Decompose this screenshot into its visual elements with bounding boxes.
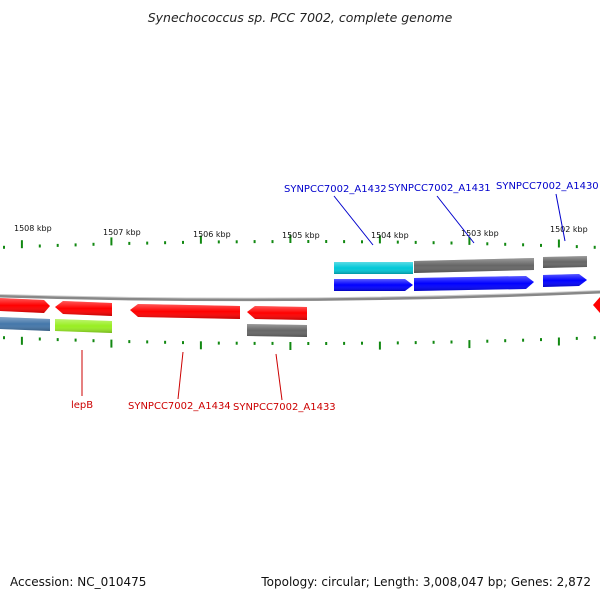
forward-features <box>334 256 587 291</box>
reverse-features <box>0 297 600 337</box>
scale-label-1505: 1505 kbp <box>282 231 320 240</box>
cds-right-edge[interactable] <box>593 297 600 313</box>
map-title: Synechococcus sp. PCC 7002, complete gen… <box>147 10 453 25</box>
outer-scale-ticks <box>3 235 596 249</box>
gene-label-lepb[interactable]: lepB <box>71 400 93 411</box>
inner-scale-ticks <box>3 336 596 350</box>
scale-label-1508: 1508 kbp <box>14 224 52 233</box>
scale-label-1507: 1507 kbp <box>103 228 141 237</box>
gene-label-a1433[interactable]: SYNPCC7002_A1433 <box>233 402 336 413</box>
genome-backbone <box>0 290 600 302</box>
scale-label-1504: 1504 kbp <box>371 231 409 240</box>
scale-label-1503: 1503 kbp <box>461 229 499 238</box>
accession-label: Accession: NC_010475 <box>10 575 147 589</box>
scale-label-1506: 1506 kbp <box>193 230 231 239</box>
gene-label-a1434[interactable]: SYNPCC7002_A1434 <box>128 401 231 412</box>
label-leader-lines <box>81 193 566 401</box>
scale-label-1502: 1502 kbp <box>550 225 588 234</box>
gene-label-a1432[interactable]: SYNPCC7002_A1432 <box>284 184 387 195</box>
gene-label-a1430[interactable]: SYNPCC7002_A1430 <box>496 181 599 192</box>
gene-label-a1431[interactable]: SYNPCC7002_A1431 <box>388 183 491 194</box>
genome-summary: Topology: circular; Length: 3,008,047 bp… <box>261 575 591 589</box>
